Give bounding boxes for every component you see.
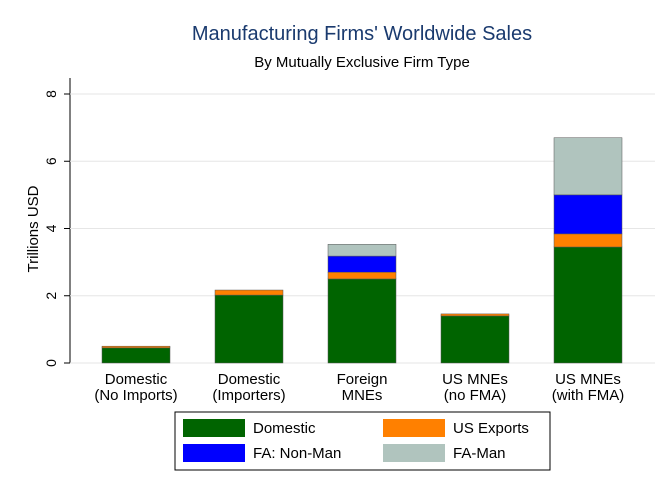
x-tick-label: Domestic (No Imports) (94, 371, 177, 404)
x-tick-label: Domestic (Importers) (212, 371, 285, 404)
bar-segment (214, 294, 284, 364)
x-tick-label: Foreign MNEs (337, 371, 388, 404)
bar-segment (440, 315, 510, 364)
bar-segment (214, 289, 284, 296)
bar-segment (553, 233, 623, 248)
bar-segment (553, 194, 623, 235)
legend-label: Domestic (253, 420, 316, 437)
legend-swatch (383, 419, 445, 437)
bar-segment (553, 246, 623, 364)
legend-label: FA-Man (453, 445, 506, 462)
y-tick-label: 6 (43, 157, 59, 165)
legend-swatch (383, 444, 445, 462)
legend-swatch (183, 419, 245, 437)
legend-box (174, 411, 551, 471)
y-tick-label: 8 (43, 90, 59, 98)
bar-segment (327, 278, 397, 364)
bar-segment (101, 345, 171, 349)
legend-label: US Exports (453, 420, 529, 437)
chart-title: Manufacturing Firms' Worldwide Sales (192, 23, 532, 45)
x-tick-label: US MNEs (with FMA) (552, 371, 625, 404)
y-tick-label: 2 (43, 292, 59, 300)
bar-segment (327, 271, 397, 280)
x-tick-label: US MNEs (no FMA) (442, 371, 508, 404)
bar-segment (101, 347, 171, 364)
y-tick-label: 4 (43, 224, 59, 232)
legend-label: FA: Non-Man (253, 445, 341, 462)
y-axis-label: Trillions USD (25, 185, 42, 272)
bar-segment (327, 255, 397, 273)
legend-swatch (183, 444, 245, 462)
chart-subtitle: By Mutually Exclusive Firm Type (254, 54, 470, 71)
bar-segment (327, 244, 397, 257)
bar-segment (440, 313, 510, 317)
y-tick-label: 0 (43, 359, 59, 367)
bar-segment (553, 137, 623, 196)
